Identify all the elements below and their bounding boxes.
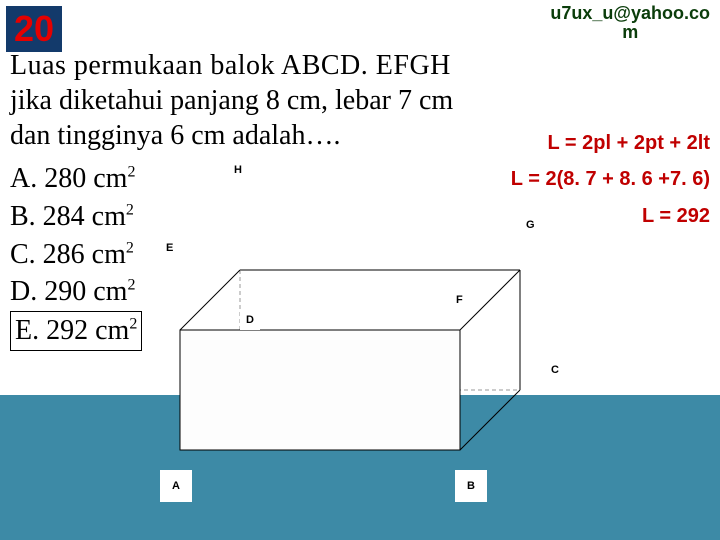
option-b: B. 284 cm2	[10, 198, 142, 236]
cuboid-diagram: H G E F D C A B	[150, 160, 600, 520]
question-text: Luas permukaan balok ABCD. EFGH jika dik…	[10, 48, 590, 153]
question-line-2: jika diketahui panjang 8 cm, lebar 7 cm	[10, 83, 590, 118]
answer-options: A. 280 cm2 B. 284 cm2 C. 286 cm2 D. 290 …	[10, 160, 142, 351]
vertex-h: H	[228, 160, 248, 180]
question-line-3: dan tingginya 6 cm adalah….	[10, 118, 590, 153]
option-d: D. 290 cm2	[10, 273, 142, 311]
cuboid-svg	[150, 160, 600, 520]
vertex-e: E	[160, 238, 179, 258]
vertex-g: G	[520, 215, 541, 235]
vertex-a: A	[160, 470, 192, 502]
author-email: u7ux_u@yahoo.co m	[550, 4, 710, 42]
email-line1: u7ux_u@yahoo.co	[550, 3, 710, 23]
formula-result: L = 292	[642, 205, 710, 228]
email-line2: m	[622, 22, 638, 42]
option-a: A. 280 cm2	[10, 160, 142, 198]
option-e: E. 292 cm2	[10, 311, 142, 351]
question-number-badge: 20	[6, 6, 62, 52]
option-c: C. 286 cm2	[10, 236, 142, 274]
formula-general: L = 2pl + 2pt + 2lt	[548, 132, 710, 155]
vertex-f: F	[450, 290, 469, 310]
vertex-d: D	[240, 310, 260, 330]
vertex-c: C	[545, 360, 565, 380]
question-line-1: Luas permukaan balok ABCD. EFGH	[10, 48, 590, 83]
vertex-b: B	[455, 470, 487, 502]
